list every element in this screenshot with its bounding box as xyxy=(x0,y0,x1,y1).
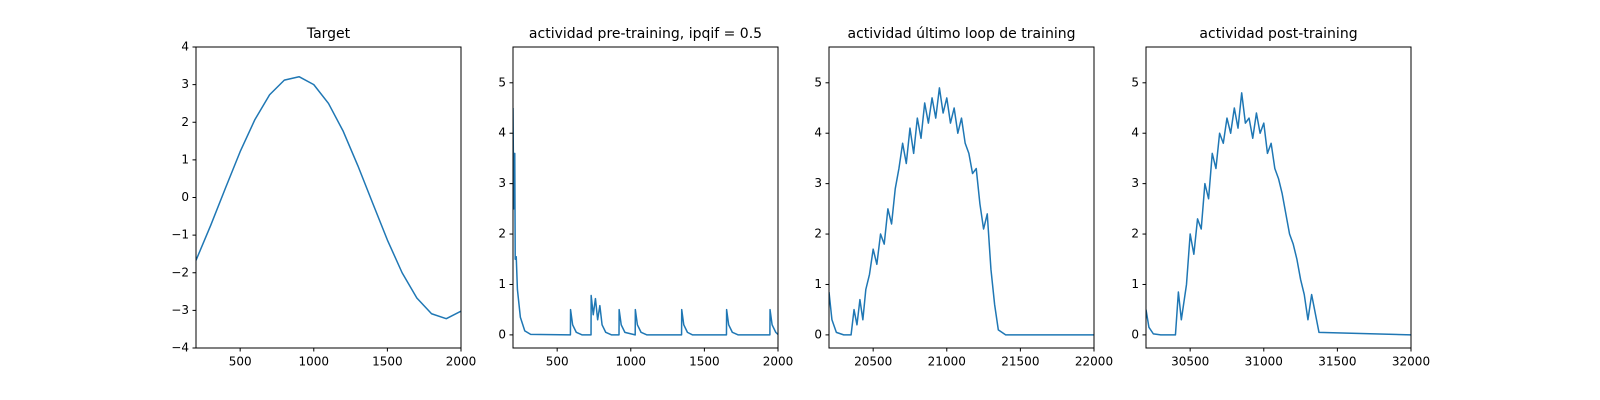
data-line xyxy=(1146,92,1411,336)
y-tick-label: 0 xyxy=(181,190,189,204)
x-tick-label: 21500 xyxy=(1001,355,1039,369)
subplot-title: actividad pre-training, ipqif = 0.5 xyxy=(529,26,762,42)
y-tick-label: 2 xyxy=(1131,227,1139,241)
subplot: Target −4 −3 −2 −1 0 1 2 3 4 500 1000 1500 2000 xyxy=(171,26,476,369)
x-tick-label: 2000 xyxy=(763,355,794,369)
subplot: actividad último loop de training 0 1 2 3 4 5 2… xyxy=(814,26,1113,369)
y-tick-label: −1 xyxy=(171,228,189,242)
data-line xyxy=(196,75,461,320)
y-tick-label: 5 xyxy=(498,75,506,89)
y-tick-label: 3 xyxy=(814,176,822,190)
y-tick-label: 0 xyxy=(814,327,822,341)
y-tick-label: 3 xyxy=(181,77,189,91)
subplot: actividad pre-training, ipqif = 0.5 0 1 2 3 4… xyxy=(498,26,793,369)
y-tick-label: −2 xyxy=(171,265,189,279)
x-tick-label: 1500 xyxy=(372,355,403,369)
y-tick-label: −4 xyxy=(171,341,189,355)
x-tick-label: 30500 xyxy=(1171,355,1209,369)
y-tick-label: 4 xyxy=(498,126,506,140)
y-tick-label: 2 xyxy=(498,227,506,241)
x-tick-label: 2000 xyxy=(446,355,477,369)
y-tick-label: 4 xyxy=(1131,126,1139,140)
y-tick-label: 4 xyxy=(181,40,189,54)
data-line xyxy=(513,108,778,336)
x-tick-label: 20500 xyxy=(854,355,892,369)
subplot-title: actividad post-training xyxy=(1199,26,1357,42)
y-tick-label: 0 xyxy=(1131,327,1139,341)
y-tick-label: 2 xyxy=(181,115,189,129)
y-tick-label: 2 xyxy=(814,227,822,241)
axes-frame xyxy=(512,46,779,349)
x-tick-label: 500 xyxy=(229,355,252,369)
y-tick-label: 4 xyxy=(814,126,822,140)
subplot-title: Target xyxy=(306,26,351,42)
axes-frame xyxy=(1145,46,1412,349)
y-tick-label: 1 xyxy=(1131,277,1139,291)
x-tick-label: 500 xyxy=(546,355,569,369)
x-tick-label: 31500 xyxy=(1318,355,1356,369)
y-tick-label: 1 xyxy=(814,277,822,291)
y-tick-label: 0 xyxy=(498,327,506,341)
x-tick-label: 21000 xyxy=(928,355,966,369)
x-tick-label: 31000 xyxy=(1245,355,1283,369)
data-line xyxy=(829,87,1094,336)
y-tick-label: 1 xyxy=(181,152,189,166)
x-tick-label: 32000 xyxy=(1392,355,1430,369)
y-tick-label: 3 xyxy=(498,176,506,190)
subplot: actividad post-training 0 1 2 3 4 5 30500 31000 3… xyxy=(1131,26,1430,369)
x-tick-label: 22000 xyxy=(1075,355,1113,369)
y-tick-label: −3 xyxy=(171,303,189,317)
x-tick-label: 1000 xyxy=(299,355,330,369)
x-tick-label: 1500 xyxy=(689,355,720,369)
y-tick-label: 5 xyxy=(1131,75,1139,89)
y-tick-label: 3 xyxy=(1131,176,1139,190)
y-tick-label: 1 xyxy=(498,277,506,291)
x-tick-label: 1000 xyxy=(616,355,647,369)
axes-frame xyxy=(828,46,1095,349)
subplot-title: actividad último loop de training xyxy=(848,26,1076,42)
axes-frame xyxy=(195,46,462,349)
y-tick-label: 5 xyxy=(814,75,822,89)
